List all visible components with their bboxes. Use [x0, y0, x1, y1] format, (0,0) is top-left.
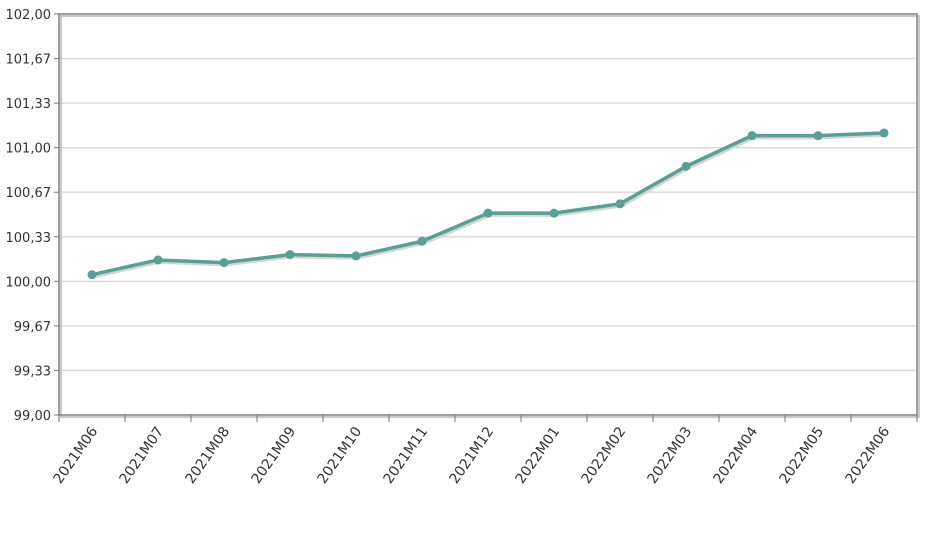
x-tick-label: 2021M10 [315, 424, 366, 487]
x-tick-label: 2022M03 [645, 424, 696, 487]
series-layer [87, 128, 889, 280]
series-line-shadow [93, 133, 886, 279]
y-tick-label: 99,00 [14, 409, 51, 424]
plot-frame-shadow [60, 15, 920, 418]
data-point[interactable] [285, 250, 295, 260]
x-tick-label: 2021M11 [381, 424, 432, 487]
x-axis: 2021M06 2021M07 2021M08 2021M09 2021M10 2021M… [51, 415, 918, 487]
data-point[interactable] [87, 270, 97, 280]
x-tick-label: 2021M06 [51, 424, 102, 487]
data-point[interactable] [417, 236, 427, 246]
y-tick-label: 99,33 [14, 364, 51, 379]
data-point[interactable] [615, 199, 625, 209]
data-point[interactable] [747, 131, 757, 141]
y-tick-label: 102,00 [6, 8, 52, 23]
y-tick-label: 99,67 [14, 320, 51, 335]
y-tick-label: 101,00 [6, 142, 52, 157]
x-tick-label: 2022M01 [513, 424, 564, 487]
x-tick-label: 2021M08 [183, 424, 234, 487]
x-tick-label: 2022M06 [843, 424, 894, 487]
data-point[interactable] [153, 255, 163, 265]
data-point[interactable] [351, 251, 361, 261]
series-line [90, 131, 886, 277]
grid-layer [59, 57, 917, 372]
data-point[interactable] [681, 161, 691, 171]
y-axis: 99,00 99,33 99,67 100,00 100,33 100,67 101,00 1… [6, 8, 59, 424]
y-tick-label: 100,33 [6, 231, 52, 246]
data-point[interactable] [483, 208, 493, 218]
y-tick-label: 100,67 [6, 186, 52, 201]
x-tick-label: 2022M04 [711, 424, 762, 487]
plot-border [58, 13, 918, 416]
x-tick-label: 2021M07 [117, 424, 168, 487]
x-tick-label: 2021M09 [249, 424, 300, 487]
data-point[interactable] [879, 128, 889, 138]
x-tick-label: 2021M12 [447, 424, 498, 487]
y-tick-label: 101,33 [6, 97, 52, 112]
data-point[interactable] [219, 258, 229, 268]
data-point[interactable] [813, 131, 823, 141]
data-point[interactable] [549, 208, 559, 218]
plot-frame [58, 13, 920, 418]
x-tick-label: 2022M02 [579, 424, 630, 487]
x-tick-label: 2022M05 [777, 424, 828, 487]
y-tick-label: 100,00 [6, 275, 52, 290]
y-tick-label: 101,67 [6, 53, 52, 68]
